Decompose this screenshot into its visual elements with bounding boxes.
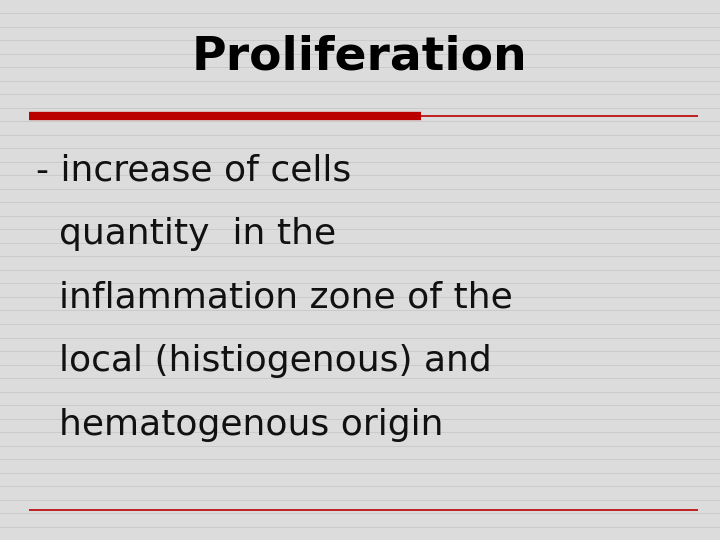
Text: local (histiogenous) and: local (histiogenous) and: [36, 345, 492, 378]
Text: hematogenous origin: hematogenous origin: [36, 408, 444, 442]
Text: - increase of cells: - increase of cells: [36, 153, 351, 187]
Text: inflammation zone of the: inflammation zone of the: [36, 281, 513, 314]
Text: Proliferation: Proliferation: [192, 34, 528, 79]
Text: quantity  in the: quantity in the: [36, 217, 336, 251]
